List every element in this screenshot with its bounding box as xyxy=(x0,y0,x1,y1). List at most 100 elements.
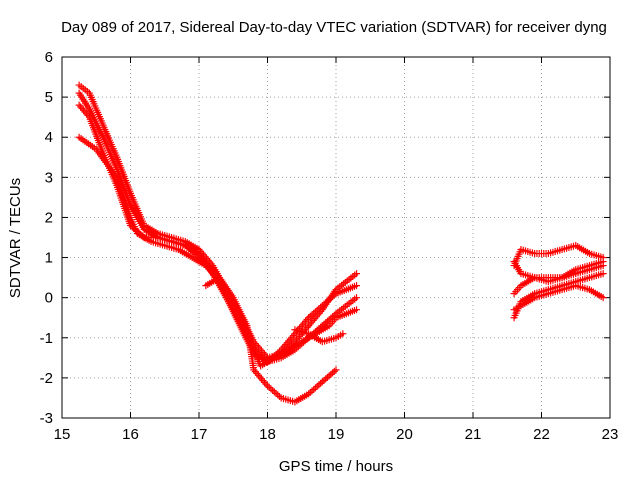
data-point-trail xyxy=(128,203,147,231)
data-point-trail xyxy=(77,83,91,95)
data-point-trail xyxy=(279,332,297,352)
plot-frame xyxy=(61,56,611,419)
data-point-trail xyxy=(204,275,222,288)
data-point-trail xyxy=(306,303,325,320)
data-point-trail xyxy=(279,347,297,361)
data-point-trail xyxy=(293,391,311,405)
x-tick-label: 21 xyxy=(465,426,482,443)
data-point-trail xyxy=(183,239,201,252)
data-point-trail xyxy=(321,334,338,345)
series-track-7 xyxy=(510,242,607,270)
series-track-1 xyxy=(75,81,361,362)
data-point-trail xyxy=(76,91,92,111)
data-points xyxy=(75,81,607,406)
data-point-trail xyxy=(86,107,106,139)
data-point-trail xyxy=(86,91,106,127)
data-point-trail xyxy=(127,216,140,235)
x-tick-label: 19 xyxy=(328,426,345,443)
data-point-trail xyxy=(142,223,160,236)
data-point-trail xyxy=(588,270,605,281)
data-point xyxy=(318,378,326,386)
data-point-trail xyxy=(560,282,577,293)
data-point-trail xyxy=(251,368,270,388)
data-point-trail xyxy=(560,278,577,289)
data-point xyxy=(332,366,340,374)
grid xyxy=(62,57,610,418)
data-point-trail xyxy=(547,274,564,285)
series-track-5 xyxy=(202,274,340,406)
data-point-trail xyxy=(327,316,338,328)
y-tick-label: 5 xyxy=(45,89,53,106)
x-tick-label: 22 xyxy=(533,426,550,443)
data-point xyxy=(305,314,313,322)
y-tick-label: 3 xyxy=(45,169,53,186)
data-point-trail xyxy=(163,242,180,253)
data-point xyxy=(305,390,313,398)
data-point-trail xyxy=(519,246,536,257)
x-tick-label: 15 xyxy=(54,426,71,443)
y-axis-label: SDTVAR / TECUs xyxy=(7,178,24,298)
data-point-trail xyxy=(94,147,119,179)
series-track-6 xyxy=(291,326,347,346)
data-point-trail xyxy=(114,155,134,195)
data-point-trail xyxy=(574,274,591,285)
data-point-trail xyxy=(217,275,236,300)
data-point-trail xyxy=(519,295,537,309)
data-point-trail xyxy=(156,230,173,241)
data-point-trail xyxy=(251,340,270,360)
data-point-trail xyxy=(588,258,605,269)
data-point-trail xyxy=(334,331,345,340)
data-point-trail xyxy=(320,367,338,384)
data-point-trail xyxy=(587,287,605,301)
data-point-trail xyxy=(265,383,283,400)
y-tick-label: 4 xyxy=(45,129,53,146)
data-point-trail xyxy=(574,282,591,293)
x-tick-label: 16 xyxy=(122,426,139,443)
data-point xyxy=(181,242,189,250)
data-point-trail xyxy=(334,282,358,297)
data-point-trail xyxy=(243,324,257,372)
data-point-trail xyxy=(149,238,166,249)
data-point-trail xyxy=(512,284,523,296)
data-point-trail xyxy=(176,247,194,260)
data-point xyxy=(318,302,326,310)
data-point xyxy=(353,306,361,314)
y-tick-label: 0 xyxy=(45,290,53,307)
x-tick-label: 20 xyxy=(396,426,413,443)
x-axis-label: GPS time / hours xyxy=(279,458,393,475)
data-point-trail xyxy=(306,307,325,328)
x-tick-label: 18 xyxy=(259,426,276,443)
data-point-trail xyxy=(588,250,605,261)
data-point-trail xyxy=(190,255,208,268)
data-point-trail xyxy=(320,291,338,308)
data-point xyxy=(599,294,607,302)
data-point xyxy=(353,282,361,290)
data-point xyxy=(599,258,607,266)
data-point-trail xyxy=(286,339,304,353)
data-point-trail xyxy=(100,123,120,159)
y-tick-label: 2 xyxy=(45,209,53,226)
data-point-trail xyxy=(170,234,187,245)
data-point-trail xyxy=(320,311,338,328)
data-point xyxy=(599,270,607,278)
data-point-trail xyxy=(306,379,325,396)
data-point-trail xyxy=(547,286,564,297)
data-point-trail xyxy=(560,267,578,280)
data-point xyxy=(353,270,361,278)
data-point-trail xyxy=(114,175,134,219)
data-point-trail xyxy=(313,323,331,337)
data-point-trail xyxy=(547,246,564,257)
y-tick-label: -3 xyxy=(40,410,53,427)
data-point-trail xyxy=(574,266,591,277)
data-point-trail xyxy=(77,135,98,152)
data-point-trail xyxy=(259,355,276,369)
data-point-trail xyxy=(519,291,537,305)
data-point xyxy=(264,382,271,390)
data-point-trail xyxy=(334,307,358,321)
data-point-trail xyxy=(574,243,591,256)
data-point-trail xyxy=(230,296,250,328)
data-point xyxy=(339,330,347,338)
y-tick-label: -1 xyxy=(40,330,53,347)
series-track-3 xyxy=(75,101,361,366)
